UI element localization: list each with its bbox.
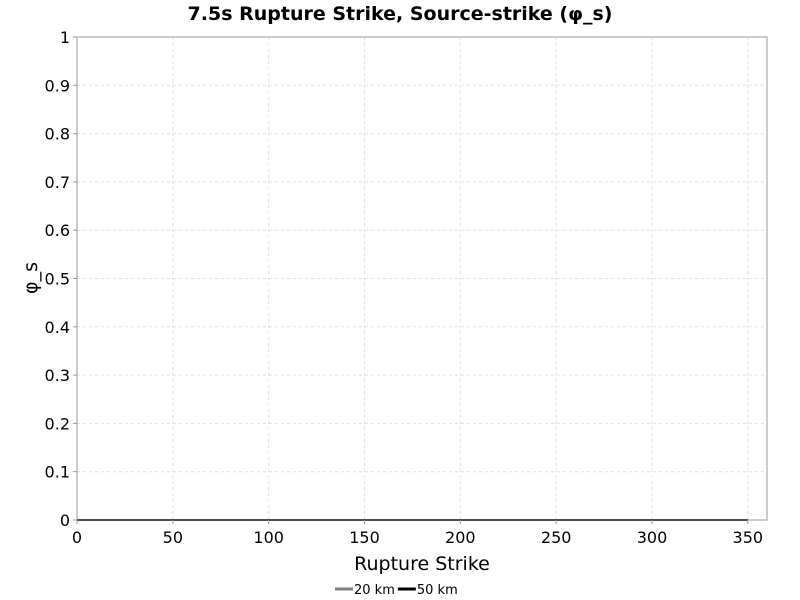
chart-title: 7.5s Rupture Strike, Source-strike (φ_s) — [188, 3, 613, 25]
y-tick-label: 0.9 — [45, 76, 70, 95]
y-tick-label: 0.3 — [45, 366, 70, 385]
ticks: 0 50 100 150 200 250 300 350 0 0.1 0.2 0.3 0.4 0.5 0.6… — [45, 28, 764, 547]
legend-label-1: 50 km — [417, 583, 458, 598]
y-tick-label: 0.6 — [45, 221, 70, 240]
x-tick-label: 250 — [541, 528, 572, 547]
x-tick-label: 200 — [445, 528, 476, 547]
y-axis-title: φ_s — [20, 262, 42, 294]
x-tick-label: 350 — [733, 528, 764, 547]
y-tick-label: 0.4 — [45, 318, 70, 337]
y-tick-label: 0.1 — [45, 463, 70, 482]
y-tick-label: 0 — [60, 511, 70, 530]
y-tick-label: 0.8 — [45, 125, 70, 144]
legend-label-0: 20 km — [354, 583, 395, 598]
legend: 20 km 50 km — [335, 583, 458, 598]
x-tick-label: 300 — [637, 528, 668, 547]
x-axis-title: Rupture Strike — [354, 553, 490, 575]
x-tick-label: 100 — [253, 528, 284, 547]
x-tick-label: 150 — [349, 528, 380, 547]
x-tick-label: 0 — [72, 528, 82, 547]
y-tick-label: 0.2 — [45, 414, 70, 433]
y-tick-label: 0.7 — [45, 173, 70, 192]
y-tick-label: 1 — [60, 28, 70, 47]
x-tick-label: 50 — [163, 528, 183, 547]
y-tick-label: 0.5 — [45, 270, 70, 289]
